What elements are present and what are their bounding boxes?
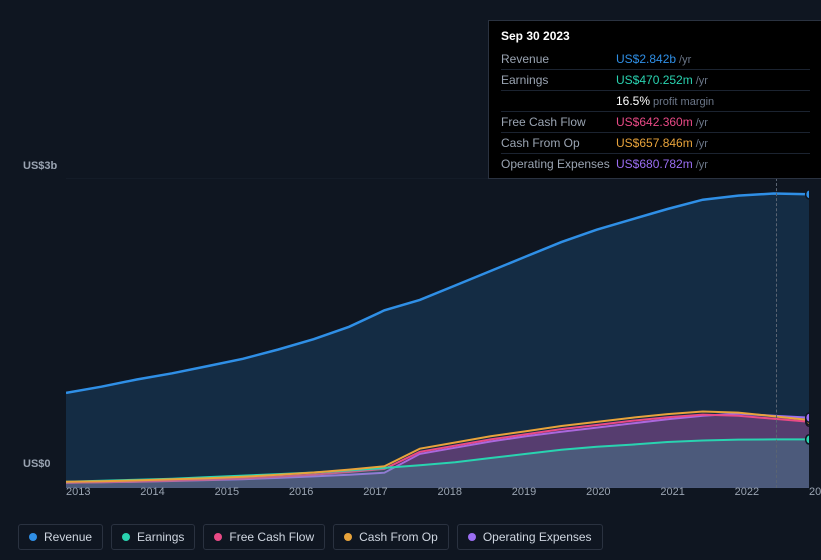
x-axis-labels: 2013201420152016201720182019202020212022… (66, 486, 809, 498)
tooltip-row-unit: /yr (696, 138, 708, 150)
tooltip-row: EarningsUS$470.252m/yr (501, 70, 810, 91)
legend-swatch-fcf (214, 533, 222, 541)
chart-legend: Revenue Earnings Free Cash Flow Cash Fro… (18, 524, 603, 550)
chart-tooltip: Sep 30 2023 RevenueUS$2.842b/yrEarningsU… (488, 20, 821, 179)
hover-guideline (776, 178, 777, 488)
tooltip-row-unit: profit margin (653, 96, 714, 108)
legend-label-revenue: Revenue (44, 530, 92, 544)
legend-item-fcf[interactable]: Free Cash Flow (203, 524, 325, 550)
legend-swatch-revenue (29, 533, 37, 541)
tooltip-row-value: US$680.782m (616, 157, 693, 171)
chart-plot-area[interactable] (66, 178, 809, 488)
legend-swatch-earnings (122, 533, 130, 541)
legend-item-cfo[interactable]: Cash From Op (333, 524, 449, 550)
legend-swatch-opex (468, 533, 476, 541)
tooltip-row-value: US$642.360m (616, 115, 693, 129)
tooltip-row: Operating ExpensesUS$680.782m/yr (501, 154, 810, 174)
tooltip-row-label: Revenue (501, 52, 616, 66)
tooltip-date: Sep 30 2023 (501, 29, 810, 43)
tooltip-row: 16.5%profit margin (501, 91, 810, 112)
legend-item-earnings[interactable]: Earnings (111, 524, 195, 550)
legend-label-fcf: Free Cash Flow (229, 530, 314, 544)
tooltip-row: Cash From OpUS$657.846m/yr (501, 133, 810, 154)
tooltip-row-unit: /yr (696, 75, 708, 87)
tooltip-row-value: US$657.846m (616, 136, 693, 150)
tooltip-row-value: US$2.842b (616, 52, 676, 66)
legend-label-earnings: Earnings (137, 530, 184, 544)
y-axis-bottom-label: US$0 (23, 458, 51, 470)
y-axis-top-label: US$3b (23, 160, 57, 172)
tooltip-row-unit: /yr (696, 159, 708, 171)
tooltip-row-unit: /yr (696, 117, 708, 129)
financials-chart: US$3b US$0 20132014201520162017201820192… (18, 0, 821, 560)
tooltip-row-unit: /yr (679, 54, 691, 66)
legend-label-cfo: Cash From Op (359, 530, 438, 544)
tooltip-row-value: US$470.252m (616, 73, 693, 87)
tooltip-row-label: Free Cash Flow (501, 115, 616, 129)
tooltip-row-label: Earnings (501, 73, 616, 87)
chart-svg (66, 178, 809, 488)
legend-label-opex: Operating Expenses (483, 530, 592, 544)
tooltip-row-label: Operating Expenses (501, 157, 616, 171)
legend-item-revenue[interactable]: Revenue (18, 524, 103, 550)
tooltip-row-value: 16.5% (616, 94, 650, 108)
legend-swatch-cfo (344, 533, 352, 541)
tooltip-row-label: Cash From Op (501, 136, 616, 150)
tooltip-row: RevenueUS$2.842b/yr (501, 49, 810, 70)
tooltip-row: Free Cash FlowUS$642.360m/yr (501, 112, 810, 133)
legend-item-opex[interactable]: Operating Expenses (457, 524, 603, 550)
